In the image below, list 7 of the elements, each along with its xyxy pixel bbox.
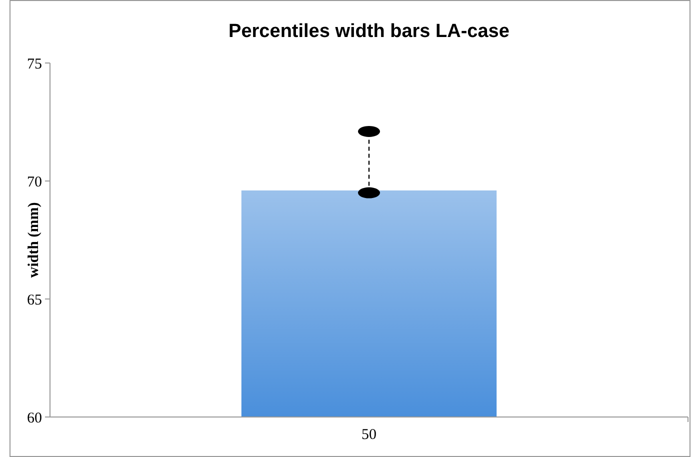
y-tick-label: 75 — [27, 56, 42, 72]
y-tick-label: 70 — [27, 174, 42, 190]
x-tick-label: 50 — [362, 427, 376, 443]
chart-title: Percentiles width bars LA-case — [228, 21, 510, 42]
y-tick-label: 65 — [27, 292, 42, 308]
y-axis-title: width (mm) — [26, 202, 42, 278]
y-tick-label: 60 — [27, 410, 42, 426]
